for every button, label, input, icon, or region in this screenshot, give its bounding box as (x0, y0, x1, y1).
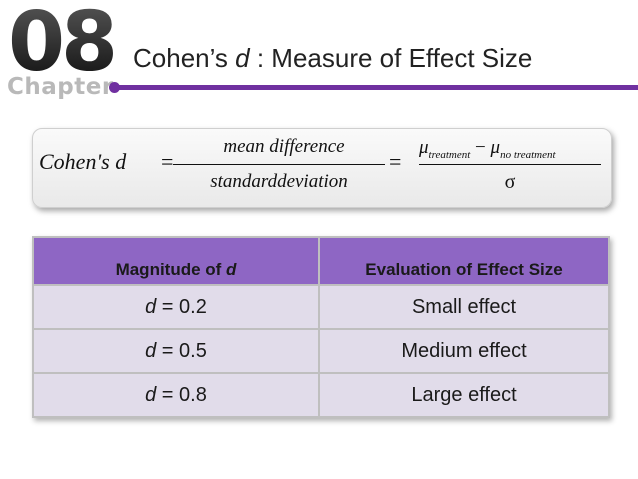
column-header-magnitude: Magnitude of d (32, 236, 320, 286)
slide-title: Cohen’s d : Measure of Effect Size (133, 43, 532, 74)
magnitude-value: = 0.8 (156, 383, 207, 406)
subscript-no-treatment: no treatment (500, 148, 556, 161)
formula-equals-2: = (389, 149, 402, 174)
chapter-label: Chapter (7, 74, 114, 100)
column-header-evaluation: Evaluation of Effect Size (318, 236, 610, 286)
table-row: d = 0.8 Large effect (32, 372, 610, 418)
formula-mu-difference: μtreatment − μno treatment (419, 137, 556, 161)
evaluation-cell: Large effect (318, 372, 610, 418)
title-symbol: d (235, 43, 250, 73)
d-symbol: d (145, 295, 157, 318)
magnitude-value: = 0.5 (156, 339, 207, 362)
table-row: d = 0.2 Small effect (32, 284, 610, 330)
magnitude-cell: d = 0.2 (32, 284, 320, 330)
magnitude-cell: d = 0.8 (32, 372, 320, 418)
formula-numerator: mean difference (223, 136, 345, 157)
evaluation-cell: Medium effect (318, 328, 610, 374)
mu-symbol: μ (419, 137, 429, 158)
fraction-bar-1 (173, 164, 385, 165)
header-d-symbol: d (226, 260, 237, 279)
magnitude-value: = 0.2 (156, 295, 207, 318)
header-magnitude-text: Magnitude of (115, 260, 227, 279)
chapter-number-logo: 08 (8, 2, 116, 80)
subscript-treatment: treatment (428, 148, 471, 161)
d-symbol: d (145, 339, 157, 362)
mu-symbol: μ (490, 137, 501, 158)
d-symbol: d (145, 383, 157, 406)
title-suffix: : Measure of Effect Size (249, 43, 533, 73)
formula-denominator: standarddeviation (210, 171, 348, 192)
table-header-row: Magnitude of d Evaluation of Effect Size (32, 236, 610, 286)
magnitude-cell: d = 0.5 (32, 328, 320, 374)
chapter-number-text: 08 (8, 2, 114, 80)
formula-lhs: Cohen's d (39, 149, 127, 174)
effect-size-table: Magnitude of d Evaluation of Effect Size… (32, 236, 610, 418)
formula-box: Cohen's d = mean difference standarddevi… (32, 128, 612, 208)
sigma-symbol: σ (504, 171, 516, 193)
fraction-bar-2 (419, 164, 601, 165)
evaluation-cell: Small effect (318, 284, 610, 330)
table-row: d = 0.5 Medium effect (32, 328, 610, 374)
formula-equals-1: = (161, 149, 174, 174)
title-prefix: Cohen’s (133, 43, 236, 73)
minus-sign: − (475, 137, 486, 158)
title-rule (114, 85, 638, 90)
